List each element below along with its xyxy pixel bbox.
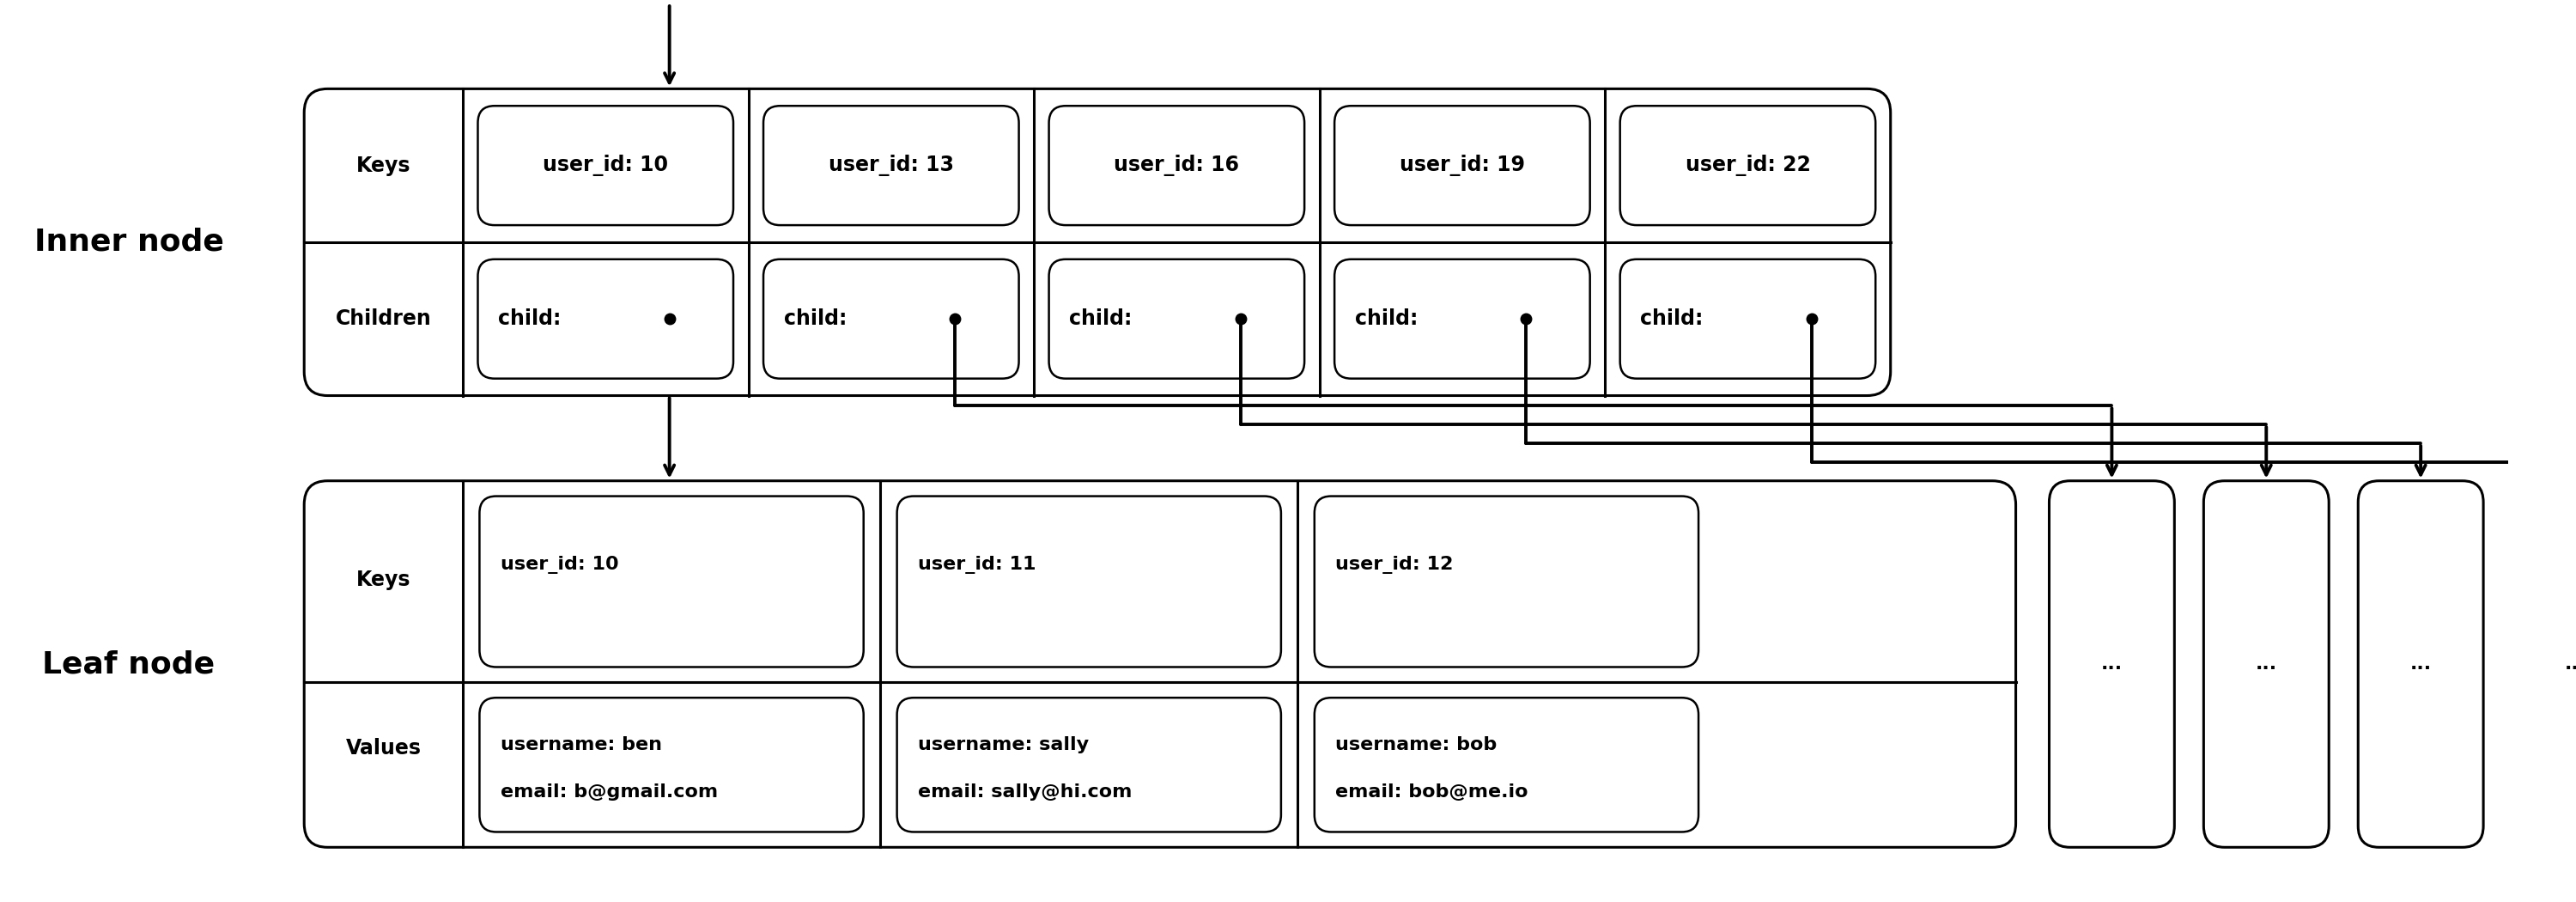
Text: user_id: 11: user_id: 11 bbox=[917, 556, 1036, 574]
Text: Keys: Keys bbox=[355, 569, 410, 590]
FancyBboxPatch shape bbox=[1334, 106, 1589, 226]
Text: email: b@gmail.com: email: b@gmail.com bbox=[500, 783, 719, 800]
Text: user_id: 16: user_id: 16 bbox=[1113, 155, 1239, 176]
FancyBboxPatch shape bbox=[477, 106, 734, 226]
Text: ...: ... bbox=[2257, 656, 2277, 673]
Text: user_id: 22: user_id: 22 bbox=[1685, 155, 1811, 176]
Text: user_id: 19: user_id: 19 bbox=[1399, 155, 1525, 176]
FancyBboxPatch shape bbox=[1620, 259, 1875, 379]
Text: email: bob@me.io: email: bob@me.io bbox=[1334, 783, 1528, 800]
Text: child:: child: bbox=[1069, 308, 1133, 329]
Text: ...: ... bbox=[2102, 656, 2123, 673]
FancyBboxPatch shape bbox=[2512, 481, 2576, 847]
FancyBboxPatch shape bbox=[479, 698, 863, 832]
FancyBboxPatch shape bbox=[2202, 481, 2329, 847]
Text: ...: ... bbox=[2563, 656, 2576, 673]
FancyBboxPatch shape bbox=[1314, 698, 1698, 832]
Text: email: sally@hi.com: email: sally@hi.com bbox=[917, 783, 1131, 800]
Text: child:: child: bbox=[1641, 308, 1703, 329]
Text: username: ben: username: ben bbox=[500, 736, 662, 753]
Text: user_id: 12: user_id: 12 bbox=[1334, 556, 1453, 574]
Text: user_id: 10: user_id: 10 bbox=[544, 155, 667, 176]
FancyBboxPatch shape bbox=[896, 698, 1280, 832]
FancyBboxPatch shape bbox=[762, 106, 1020, 226]
Text: ...: ... bbox=[2411, 656, 2432, 673]
FancyBboxPatch shape bbox=[304, 481, 2017, 847]
Text: child:: child: bbox=[497, 308, 562, 329]
Text: Inner node: Inner node bbox=[33, 227, 224, 257]
FancyBboxPatch shape bbox=[1334, 259, 1589, 379]
Text: username: bob: username: bob bbox=[1334, 736, 1497, 753]
Text: username: sally: username: sally bbox=[917, 736, 1090, 753]
FancyBboxPatch shape bbox=[304, 88, 1891, 396]
FancyBboxPatch shape bbox=[1620, 106, 1875, 226]
FancyBboxPatch shape bbox=[1048, 259, 1303, 379]
FancyBboxPatch shape bbox=[762, 259, 1020, 379]
FancyBboxPatch shape bbox=[477, 259, 734, 379]
FancyBboxPatch shape bbox=[1314, 496, 1698, 667]
Text: child:: child: bbox=[1355, 308, 1417, 329]
Text: user_id: 13: user_id: 13 bbox=[829, 155, 953, 176]
Text: child:: child: bbox=[783, 308, 848, 329]
FancyBboxPatch shape bbox=[479, 496, 863, 667]
FancyBboxPatch shape bbox=[1048, 106, 1303, 226]
Text: Keys: Keys bbox=[355, 155, 410, 176]
FancyBboxPatch shape bbox=[896, 496, 1280, 667]
Text: user_id: 10: user_id: 10 bbox=[500, 556, 618, 574]
Text: Leaf node: Leaf node bbox=[41, 649, 216, 678]
Text: Values: Values bbox=[345, 738, 422, 759]
FancyBboxPatch shape bbox=[2048, 481, 2174, 847]
FancyBboxPatch shape bbox=[2357, 481, 2483, 847]
Text: Children: Children bbox=[335, 308, 430, 329]
